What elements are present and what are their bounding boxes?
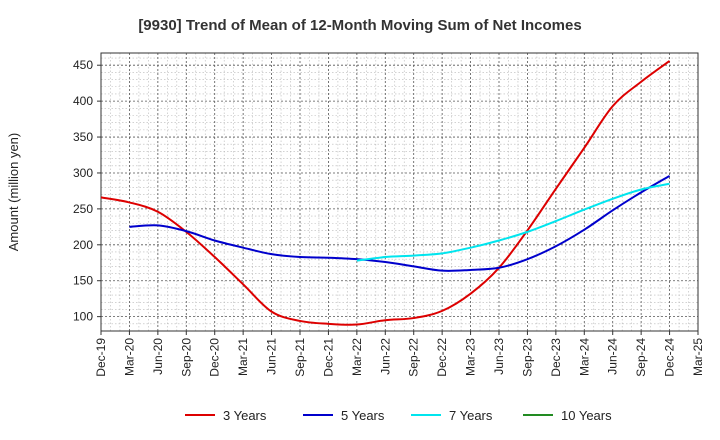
plot-background (101, 53, 698, 331)
x-tick-label: Dec-24 (663, 338, 677, 377)
y-tick-label: 200 (73, 238, 93, 252)
legend-label-7-years: 7 Years (449, 408, 493, 423)
y-tick-label: 350 (73, 130, 93, 144)
x-tick-label: Mar-23 (464, 338, 478, 376)
y-tick-label: 250 (73, 202, 93, 216)
x-tick-label: Dec-21 (321, 338, 335, 377)
legend-label-3-years: 3 Years (223, 408, 267, 423)
series-line-5-years (129, 174, 671, 272)
x-tick-label: Mar-20 (122, 338, 136, 376)
x-tick-label: Sep-21 (293, 338, 307, 377)
x-tick-label: Sep-24 (634, 338, 648, 377)
legend: 3 Years 5 Years 7 Years 10 Years (185, 408, 612, 423)
x-tick-label: Jun-23 (492, 338, 506, 375)
plot-area: 100 150 200 250 300 350 400 450 Dec-19 Mar-20 Jun-… (73, 52, 705, 377)
y-tick-label: 100 (73, 310, 93, 324)
y-tick-label: 450 (73, 58, 93, 72)
legend-label-5-years: 5 Years (341, 408, 385, 423)
y-tick-label: 400 (73, 94, 93, 108)
x-tick-label: Mar-22 (350, 338, 364, 376)
plot-frame (100, 52, 699, 332)
x-tick-label: Dec-20 (208, 338, 222, 377)
x-tick-label: Jun-21 (265, 338, 279, 375)
x-tick-label: Sep-20 (179, 338, 193, 377)
x-tick-label: Sep-23 (520, 338, 534, 377)
x-tick-label: Jun-22 (378, 338, 392, 375)
x-tick-label: Mar-24 (577, 338, 591, 376)
x-tick-label: Dec-23 (549, 338, 563, 377)
y-tick-label: 150 (73, 274, 93, 288)
x-tick-label: Mar-21 (236, 338, 250, 376)
x-tick-label: Dec-19 (94, 338, 108, 377)
legend-label-10-years: 10 Years (561, 408, 612, 423)
chart-title: [9930] Trend of Mean of 12-Month Moving … (138, 17, 581, 34)
x-tick-label: Mar-25 (691, 338, 705, 376)
series-line-3-years (100, 60, 671, 326)
x-tick-label: Dec-22 (435, 338, 449, 377)
x-tick-label: Sep-22 (407, 338, 421, 377)
y-axis-label: Amount (million yen) (6, 133, 21, 252)
x-tick-label: Jun-24 (606, 338, 620, 375)
series-line-7-years (356, 182, 670, 262)
x-tick-label: Jun-20 (151, 338, 165, 375)
y-tick-label: 300 (73, 166, 93, 180)
